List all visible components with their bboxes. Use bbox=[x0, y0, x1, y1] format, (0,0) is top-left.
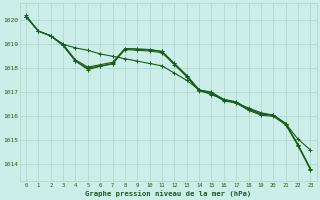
X-axis label: Graphe pression niveau de la mer (hPa): Graphe pression niveau de la mer (hPa) bbox=[85, 190, 251, 197]
